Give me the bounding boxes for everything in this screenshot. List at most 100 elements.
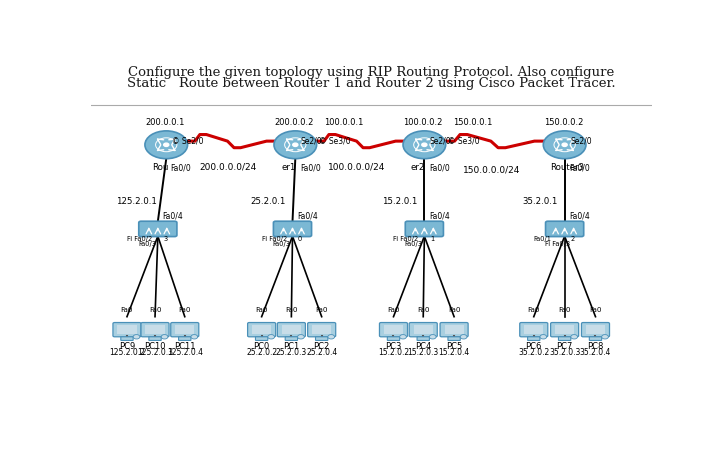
Circle shape: [145, 131, 188, 159]
Text: 15.2.0.2: 15.2.0.2: [378, 348, 409, 357]
FancyBboxPatch shape: [387, 337, 400, 341]
Circle shape: [400, 334, 406, 339]
Circle shape: [328, 334, 334, 339]
Circle shape: [429, 334, 436, 339]
FancyBboxPatch shape: [440, 323, 468, 337]
Circle shape: [274, 131, 316, 159]
FancyBboxPatch shape: [546, 221, 584, 237]
FancyBboxPatch shape: [528, 337, 540, 341]
FancyBboxPatch shape: [117, 325, 137, 334]
Text: 100.0.0.1: 100.0.0.1: [324, 118, 364, 127]
Circle shape: [268, 334, 274, 339]
Text: Fa0/4: Fa0/4: [297, 212, 318, 221]
FancyBboxPatch shape: [277, 323, 306, 337]
Text: Fa0/4: Fa0/4: [162, 212, 183, 221]
FancyBboxPatch shape: [558, 337, 571, 341]
FancyBboxPatch shape: [139, 221, 177, 237]
FancyBboxPatch shape: [417, 337, 429, 341]
FancyBboxPatch shape: [171, 323, 199, 337]
Text: Fa0/3: Fa0/3: [138, 241, 156, 247]
Circle shape: [164, 143, 169, 146]
Text: Static   Route between Router 1 and Router 2 using Cisco Packet Tracer.: Static Route between Router 1 and Router…: [127, 77, 615, 90]
Text: 200.0.0.1: 200.0.0.1: [146, 118, 185, 127]
Text: 100.0.0.0/24: 100.0.0.0/24: [329, 162, 386, 171]
Circle shape: [133, 334, 140, 339]
Text: Fa0: Fa0: [589, 307, 602, 314]
Text: 1: 1: [430, 236, 434, 242]
FancyBboxPatch shape: [524, 325, 543, 334]
Text: Fa0/0: Fa0/0: [429, 163, 450, 172]
FancyBboxPatch shape: [149, 337, 161, 341]
FancyBboxPatch shape: [448, 337, 460, 341]
Text: 0: 0: [298, 236, 303, 242]
Circle shape: [403, 131, 446, 159]
Text: PC2: PC2: [313, 342, 330, 352]
Text: Fi Fa0/2: Fi Fa0/2: [261, 236, 287, 242]
FancyBboxPatch shape: [252, 325, 272, 334]
FancyBboxPatch shape: [179, 337, 191, 341]
FancyBboxPatch shape: [256, 337, 268, 341]
Circle shape: [422, 143, 427, 146]
Text: 25.2.0.1: 25.2.0.1: [251, 197, 286, 206]
Text: er2: er2: [411, 163, 425, 172]
Text: Router3: Router3: [550, 163, 585, 172]
Text: PC5: PC5: [446, 342, 462, 352]
Text: PC0: PC0: [253, 342, 270, 352]
Text: © Se2/0: © Se2/0: [172, 137, 203, 146]
Circle shape: [161, 334, 168, 339]
FancyBboxPatch shape: [113, 323, 141, 337]
Text: 35.2.0.3: 35.2.0.3: [549, 348, 581, 357]
Text: 125.2.0.4: 125.2.0.4: [167, 348, 203, 357]
FancyBboxPatch shape: [445, 325, 463, 334]
Text: PC8: PC8: [587, 342, 604, 352]
FancyBboxPatch shape: [285, 337, 298, 341]
FancyBboxPatch shape: [146, 325, 164, 334]
Text: 200.0.0.0/24: 200.0.0.0/24: [199, 162, 256, 171]
Text: 3: 3: [164, 236, 167, 242]
FancyBboxPatch shape: [589, 337, 602, 341]
FancyBboxPatch shape: [581, 323, 610, 337]
Text: PC4: PC4: [415, 342, 432, 352]
Text: Configure the given topology using RIP Routing Protocol. Also configure: Configure the given topology using RIP R…: [128, 66, 614, 79]
Text: Fa0: Fa0: [528, 307, 540, 314]
Text: 25.2.0.2: 25.2.0.2: [246, 348, 277, 357]
Text: Fi Fa0/2: Fi Fa0/2: [127, 236, 152, 242]
Circle shape: [543, 131, 586, 159]
Text: Fa0: Fa0: [179, 307, 191, 314]
Text: er1: er1: [281, 163, 295, 172]
Text: Fa0: Fa0: [558, 307, 571, 314]
Text: PC11: PC11: [174, 342, 195, 352]
Text: Fa0: Fa0: [448, 307, 460, 314]
Text: Fa0: Fa0: [387, 307, 400, 314]
FancyBboxPatch shape: [248, 323, 276, 337]
Text: PC10: PC10: [144, 342, 166, 352]
FancyBboxPatch shape: [550, 323, 578, 337]
Text: PC1: PC1: [283, 342, 300, 352]
Text: Fi Fa0/3: Fi Fa0/3: [545, 241, 570, 247]
Text: 100.0.0.2: 100.0.0.2: [403, 118, 443, 127]
Text: PC3: PC3: [385, 342, 402, 352]
Text: Fa0/0: Fa0/0: [171, 163, 191, 172]
Circle shape: [602, 334, 608, 339]
Text: © Se3/0: © Se3/0: [319, 137, 350, 146]
Text: Fa0/4: Fa0/4: [569, 212, 590, 221]
Text: 35.2.0.1: 35.2.0.1: [523, 197, 558, 206]
Text: Fa0: Fa0: [285, 307, 298, 314]
Circle shape: [571, 334, 578, 339]
FancyBboxPatch shape: [308, 323, 336, 337]
Text: Fa0: Fa0: [121, 307, 133, 314]
Circle shape: [460, 334, 467, 339]
Text: 125.2.0.3: 125.2.0.3: [137, 348, 173, 357]
Text: Fa0/0: Fa0/0: [569, 163, 590, 172]
Text: Se2/0: Se2/0: [301, 137, 322, 146]
Text: © Se3/0: © Se3/0: [448, 137, 479, 146]
Text: 15.2.0.1: 15.2.0.1: [382, 197, 418, 206]
FancyBboxPatch shape: [409, 323, 437, 337]
Circle shape: [191, 334, 198, 339]
Circle shape: [292, 143, 298, 146]
Text: 150.0.0.1: 150.0.0.1: [453, 118, 493, 127]
FancyBboxPatch shape: [586, 325, 605, 334]
Circle shape: [540, 334, 547, 339]
Text: Fa0: Fa0: [417, 307, 429, 314]
Text: Fa0: Fa0: [316, 307, 328, 314]
